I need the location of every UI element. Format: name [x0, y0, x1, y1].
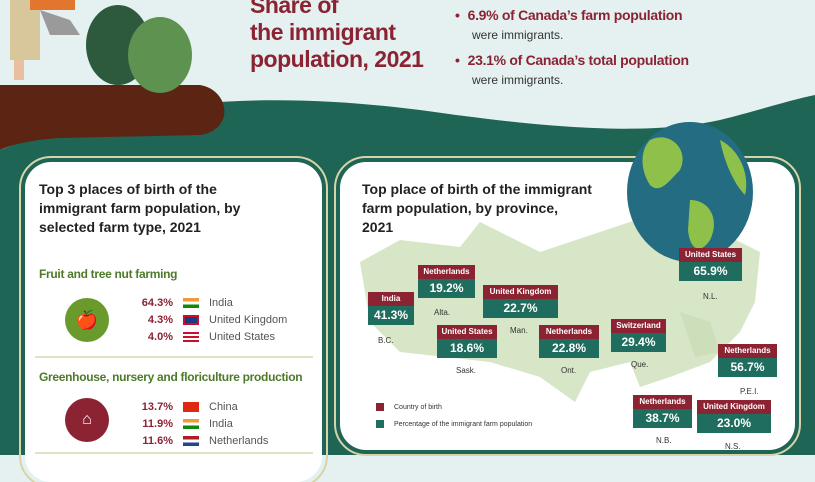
province-label-man: United Kingdom 22.7% — [483, 285, 558, 318]
greenhouse-icon: ⌂ — [65, 398, 109, 442]
pct: 11.6% — [142, 434, 173, 447]
country: United Kingdom — [209, 313, 288, 326]
country: United States — [209, 330, 276, 343]
bullet-total-detail: were immigrants. — [472, 73, 564, 87]
fruit-rows: 64.3% India 4.3% United Kingdom 4.0% United… — [113, 294, 287, 345]
province-name: Ont. — [561, 366, 577, 375]
title-line: population, 2021 — [250, 46, 424, 72]
india-flag-icon — [183, 418, 199, 429]
country-of-birth: United Kingdom — [483, 285, 558, 299]
farm-type-panel: Top 3 places of birth of the immigrant f… — [19, 156, 328, 482]
country-of-birth: Netherlands — [633, 395, 692, 409]
list-item: 4.0% United States — [113, 328, 287, 345]
province-name: N.L. — [703, 292, 718, 301]
bullet-total-headline: • 23.1% of Canada’s total population — [455, 52, 689, 68]
apple-grapes-icon: 🍎 — [65, 298, 109, 342]
us-flag-icon — [183, 331, 199, 342]
bush-illustration — [86, 5, 192, 93]
divider — [35, 356, 313, 358]
province-label-pei: Netherlands 56.7% — [718, 344, 777, 377]
percentage: 19.2% — [418, 279, 475, 298]
country-of-birth: Switzerland — [611, 319, 666, 333]
percentage: 56.7% — [718, 358, 777, 377]
list-item: 11.9% India — [113, 415, 268, 432]
province-label-nb: Netherlands 38.7% — [633, 395, 692, 428]
netherlands-flag-icon — [183, 435, 199, 446]
country-of-birth: United Kingdom — [697, 400, 771, 414]
percentage: 22.8% — [539, 339, 599, 358]
province-name: P.E.I. — [740, 387, 759, 396]
pct: 64.3% — [141, 296, 173, 309]
page-title: Share of the immigrant population, 2021 — [250, 0, 424, 73]
province-label-sask: United States 18.6% — [437, 325, 497, 358]
province-label-bc: India 41.3% — [368, 292, 414, 325]
percentage: 38.7% — [633, 409, 692, 428]
greenhouse-rows: 13.7% China 11.9% India 11.6% Netherlands — [113, 398, 269, 449]
globe-overlay — [627, 122, 753, 262]
panel-title: Top 3 places of birth of the immigrant f… — [39, 181, 241, 235]
section-greenhouse-title: Greenhouse, nursery and floriculture pro… — [39, 370, 303, 384]
section-fruit-title: Fruit and tree nut farming — [39, 267, 178, 281]
province-name: Alta. — [434, 308, 451, 317]
china-flag-icon — [183, 401, 199, 412]
province-name: N.S. — [725, 442, 741, 451]
bullet-text: 6.9% of Canada’s farm population — [467, 7, 683, 23]
province-label-nl: United States 65.9% — [679, 248, 742, 281]
province-label-alta: Netherlands 19.2% — [418, 265, 475, 298]
list-item: 11.6% Netherlands — [113, 432, 268, 449]
country-of-birth: Netherlands — [718, 344, 777, 358]
country-of-birth: United States — [437, 325, 497, 339]
legend-label: Percentage of the immigrant farm populat… — [394, 420, 533, 428]
province-name: Sask. — [456, 366, 477, 375]
bullet-farm-headline: • 6.9% of Canada’s farm population — [455, 7, 683, 23]
percentage: 23.0% — [697, 414, 771, 433]
india-flag-icon — [183, 297, 199, 308]
province-name: Man. — [510, 326, 528, 335]
province-name: B.C. — [378, 336, 394, 345]
country: India — [209, 296, 233, 309]
country-of-birth: Netherlands — [418, 265, 475, 279]
country: Netherlands — [209, 434, 269, 447]
legend-percentage: Percentage of the immigrant farm populat… — [376, 420, 532, 428]
percentage: 65.9% — [679, 262, 742, 281]
province-label-que: Switzerland 29.4% — [611, 319, 666, 352]
bullet-text: 23.1% of Canada’s total population — [467, 52, 689, 68]
percentage: 41.3% — [368, 306, 414, 325]
uk-flag-icon — [183, 314, 199, 325]
bullet-farm-detail: were immigrants. — [472, 28, 564, 42]
percentage: 18.6% — [437, 339, 497, 358]
list-item: 13.7% China — [113, 398, 268, 415]
panel-title: Top place of birth of the immigrant farm… — [362, 181, 592, 235]
country-of-birth: India — [368, 292, 414, 306]
list-item: 4.3% United Kingdom — [113, 311, 287, 328]
province-name: N.B. — [656, 436, 672, 445]
list-item: 64.3% India — [113, 294, 287, 311]
legend-label: Country of birth — [394, 403, 442, 411]
country: India — [209, 417, 233, 430]
title-line: Share of — [250, 0, 339, 18]
province-label-ont: Netherlands 22.8% — [539, 325, 599, 358]
legend-swatch — [376, 420, 384, 428]
soil-illustration — [0, 85, 225, 150]
province-name: Que. — [631, 360, 649, 369]
percentage: 29.4% — [611, 333, 666, 352]
divider — [35, 452, 313, 454]
country-of-birth: Netherlands — [539, 325, 599, 339]
country-of-birth: United States — [679, 248, 742, 262]
legend-swatch — [376, 403, 384, 411]
country: China — [209, 400, 238, 413]
province-label-ns: United Kingdom 23.0% — [697, 400, 771, 433]
farmer-illustration — [10, 0, 80, 80]
legend-country: Country of birth — [376, 403, 442, 411]
pct: 11.9% — [142, 417, 173, 430]
pct: 13.7% — [141, 400, 173, 413]
title-line: the immigrant — [250, 19, 396, 45]
pct: 4.3% — [147, 313, 173, 326]
pct: 4.0% — [147, 330, 173, 343]
percentage: 22.7% — [483, 299, 558, 318]
